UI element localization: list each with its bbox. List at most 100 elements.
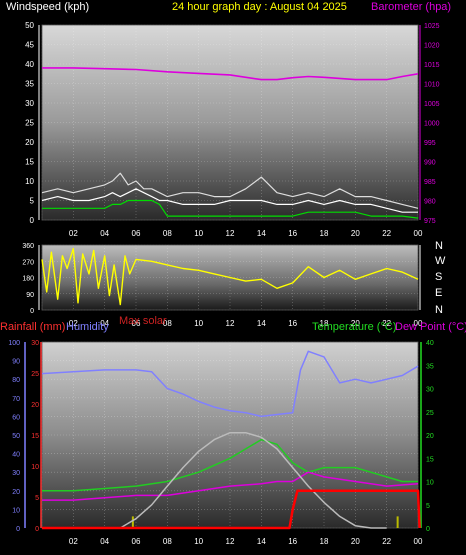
- temp-panel-series-line: [42, 489, 421, 530]
- x-tick-label: 00: [414, 319, 423, 328]
- x-tick-label: 20: [351, 319, 360, 328]
- humidity-y-tick: 0: [16, 526, 20, 533]
- direction-y-tick: 90: [26, 292, 34, 299]
- wind-y-tick: 45: [25, 41, 34, 50]
- wind-series-line: [41, 172, 419, 209]
- temp-panel: [42, 342, 418, 528]
- baro-y-tick: 1000: [424, 121, 440, 128]
- baro-y-tick: 1025: [424, 23, 440, 30]
- compass-n-bottom: N: [435, 304, 443, 316]
- temp-y-tick: 35: [426, 363, 434, 370]
- baro-y-tick: 1005: [424, 101, 440, 108]
- x-tick-label: 00: [414, 537, 423, 546]
- x-tick-label: 08: [163, 229, 172, 238]
- direction-y-tick: 0: [30, 308, 34, 315]
- x-tick-label: 02: [69, 229, 78, 238]
- humidity-y-tick: 10: [12, 507, 20, 514]
- temp-panel-series-line: [42, 471, 419, 501]
- compass-s: S: [435, 271, 442, 283]
- wind-y-tick: 30: [25, 99, 34, 108]
- baro-y-tick: 990: [424, 160, 436, 167]
- x-tick-label: 06: [132, 537, 141, 546]
- direction-series-line: [41, 247, 419, 306]
- x-tick-label: 14: [257, 537, 266, 546]
- humidity-y-tick: 30: [12, 470, 20, 477]
- x-tick-label: 22: [382, 229, 391, 238]
- x-tick-label: 10: [194, 229, 203, 238]
- temp-y-tick: 25: [426, 410, 434, 417]
- temp-panel-series-line: [119, 431, 387, 529]
- rain-y-tick: 15: [31, 433, 39, 440]
- x-tick-label: 02: [69, 319, 78, 328]
- temp-y-tick: 10: [426, 480, 434, 487]
- x-tick-label: 12: [226, 229, 235, 238]
- direction-y-tick: 180: [22, 276, 34, 283]
- x-tick-label: 20: [351, 229, 360, 238]
- x-tick-label: 10: [194, 319, 203, 328]
- x-tick-label: 04: [100, 537, 109, 546]
- wind-y-tick: 50: [25, 21, 34, 30]
- humidity-y-tick: 70: [12, 396, 20, 403]
- wind-series-line: [41, 188, 418, 213]
- wind-series-line: [42, 199, 419, 219]
- baro-y-tick: 975: [424, 218, 436, 225]
- x-tick-label: 08: [163, 319, 172, 328]
- rainfall-axis-title: Rainfall (mm): [0, 321, 65, 333]
- x-tick-label: 12: [226, 537, 235, 546]
- x-tick-label: 10: [194, 537, 203, 546]
- rain-y-tick: 10: [31, 464, 39, 471]
- humidity-y-tick: 40: [12, 452, 20, 459]
- dewpoint-axis-title: Dew Point (°C): [395, 321, 466, 333]
- humidity-y-tick: 90: [12, 359, 20, 366]
- baro-y-tick: 1020: [424, 43, 440, 50]
- baro-y-tick: 980: [424, 199, 436, 206]
- x-tick-label: 04: [100, 229, 109, 238]
- x-tick-label: 18: [320, 319, 329, 328]
- temp-panel-series-line: [41, 350, 419, 418]
- x-tick-label: 20: [351, 537, 360, 546]
- wind-y-tick: 25: [25, 119, 34, 128]
- rain-y-tick: 5: [35, 495, 39, 502]
- x-tick-label: 14: [257, 319, 266, 328]
- rain-y-tick: 25: [31, 371, 39, 378]
- x-tick-label: 16: [288, 319, 297, 328]
- wind-series-line: [42, 67, 419, 81]
- wind-y-tick: 10: [25, 177, 34, 186]
- humidity-y-tick: 60: [12, 414, 20, 421]
- x-tick-label: 00: [414, 229, 423, 238]
- rain-y-tick: 20: [31, 402, 39, 409]
- compass-n-top: N: [435, 240, 443, 252]
- temp-y-tick: 40: [426, 340, 434, 347]
- direction-y-tick: 270: [22, 259, 34, 266]
- humidity-y-tick: 80: [12, 377, 20, 384]
- humidity-axis-title: Humidity: [66, 321, 109, 333]
- x-tick-label: 02: [69, 537, 78, 546]
- direction-y-tick: 360: [22, 243, 34, 250]
- wind-axis-title: Windspeed (kph): [6, 1, 89, 13]
- wind-panel: [42, 25, 418, 220]
- baro-y-tick: 985: [424, 179, 436, 186]
- x-tick-label: 04: [100, 319, 109, 328]
- max-solar-label: Max solar: [119, 315, 167, 327]
- x-tick-label: 22: [382, 537, 391, 546]
- wind-y-tick: 5: [30, 197, 35, 206]
- rain-y-tick: 30: [31, 340, 39, 347]
- x-tick-label: 16: [288, 229, 297, 238]
- baro-y-tick: 1010: [424, 82, 440, 89]
- barometer-axis-title: Barometer (hpa): [371, 1, 451, 13]
- x-tick-label: 12: [226, 319, 235, 328]
- temp-y-tick: 5: [426, 503, 430, 510]
- rain-y-tick: 0: [35, 526, 39, 533]
- x-tick-label: 18: [320, 537, 329, 546]
- wind-y-tick: 0: [30, 216, 35, 225]
- x-tick-label: 14: [257, 229, 266, 238]
- temp-y-tick: 20: [426, 433, 434, 440]
- humidity-y-tick: 20: [12, 489, 20, 496]
- temp-y-tick: 15: [426, 456, 434, 463]
- temp-panel-series-line: [42, 438, 418, 492]
- humidity-y-tick: 100: [8, 340, 20, 347]
- temp-y-tick: 30: [426, 387, 434, 394]
- x-tick-label: 22: [382, 319, 391, 328]
- wind-y-tick: 35: [25, 80, 34, 89]
